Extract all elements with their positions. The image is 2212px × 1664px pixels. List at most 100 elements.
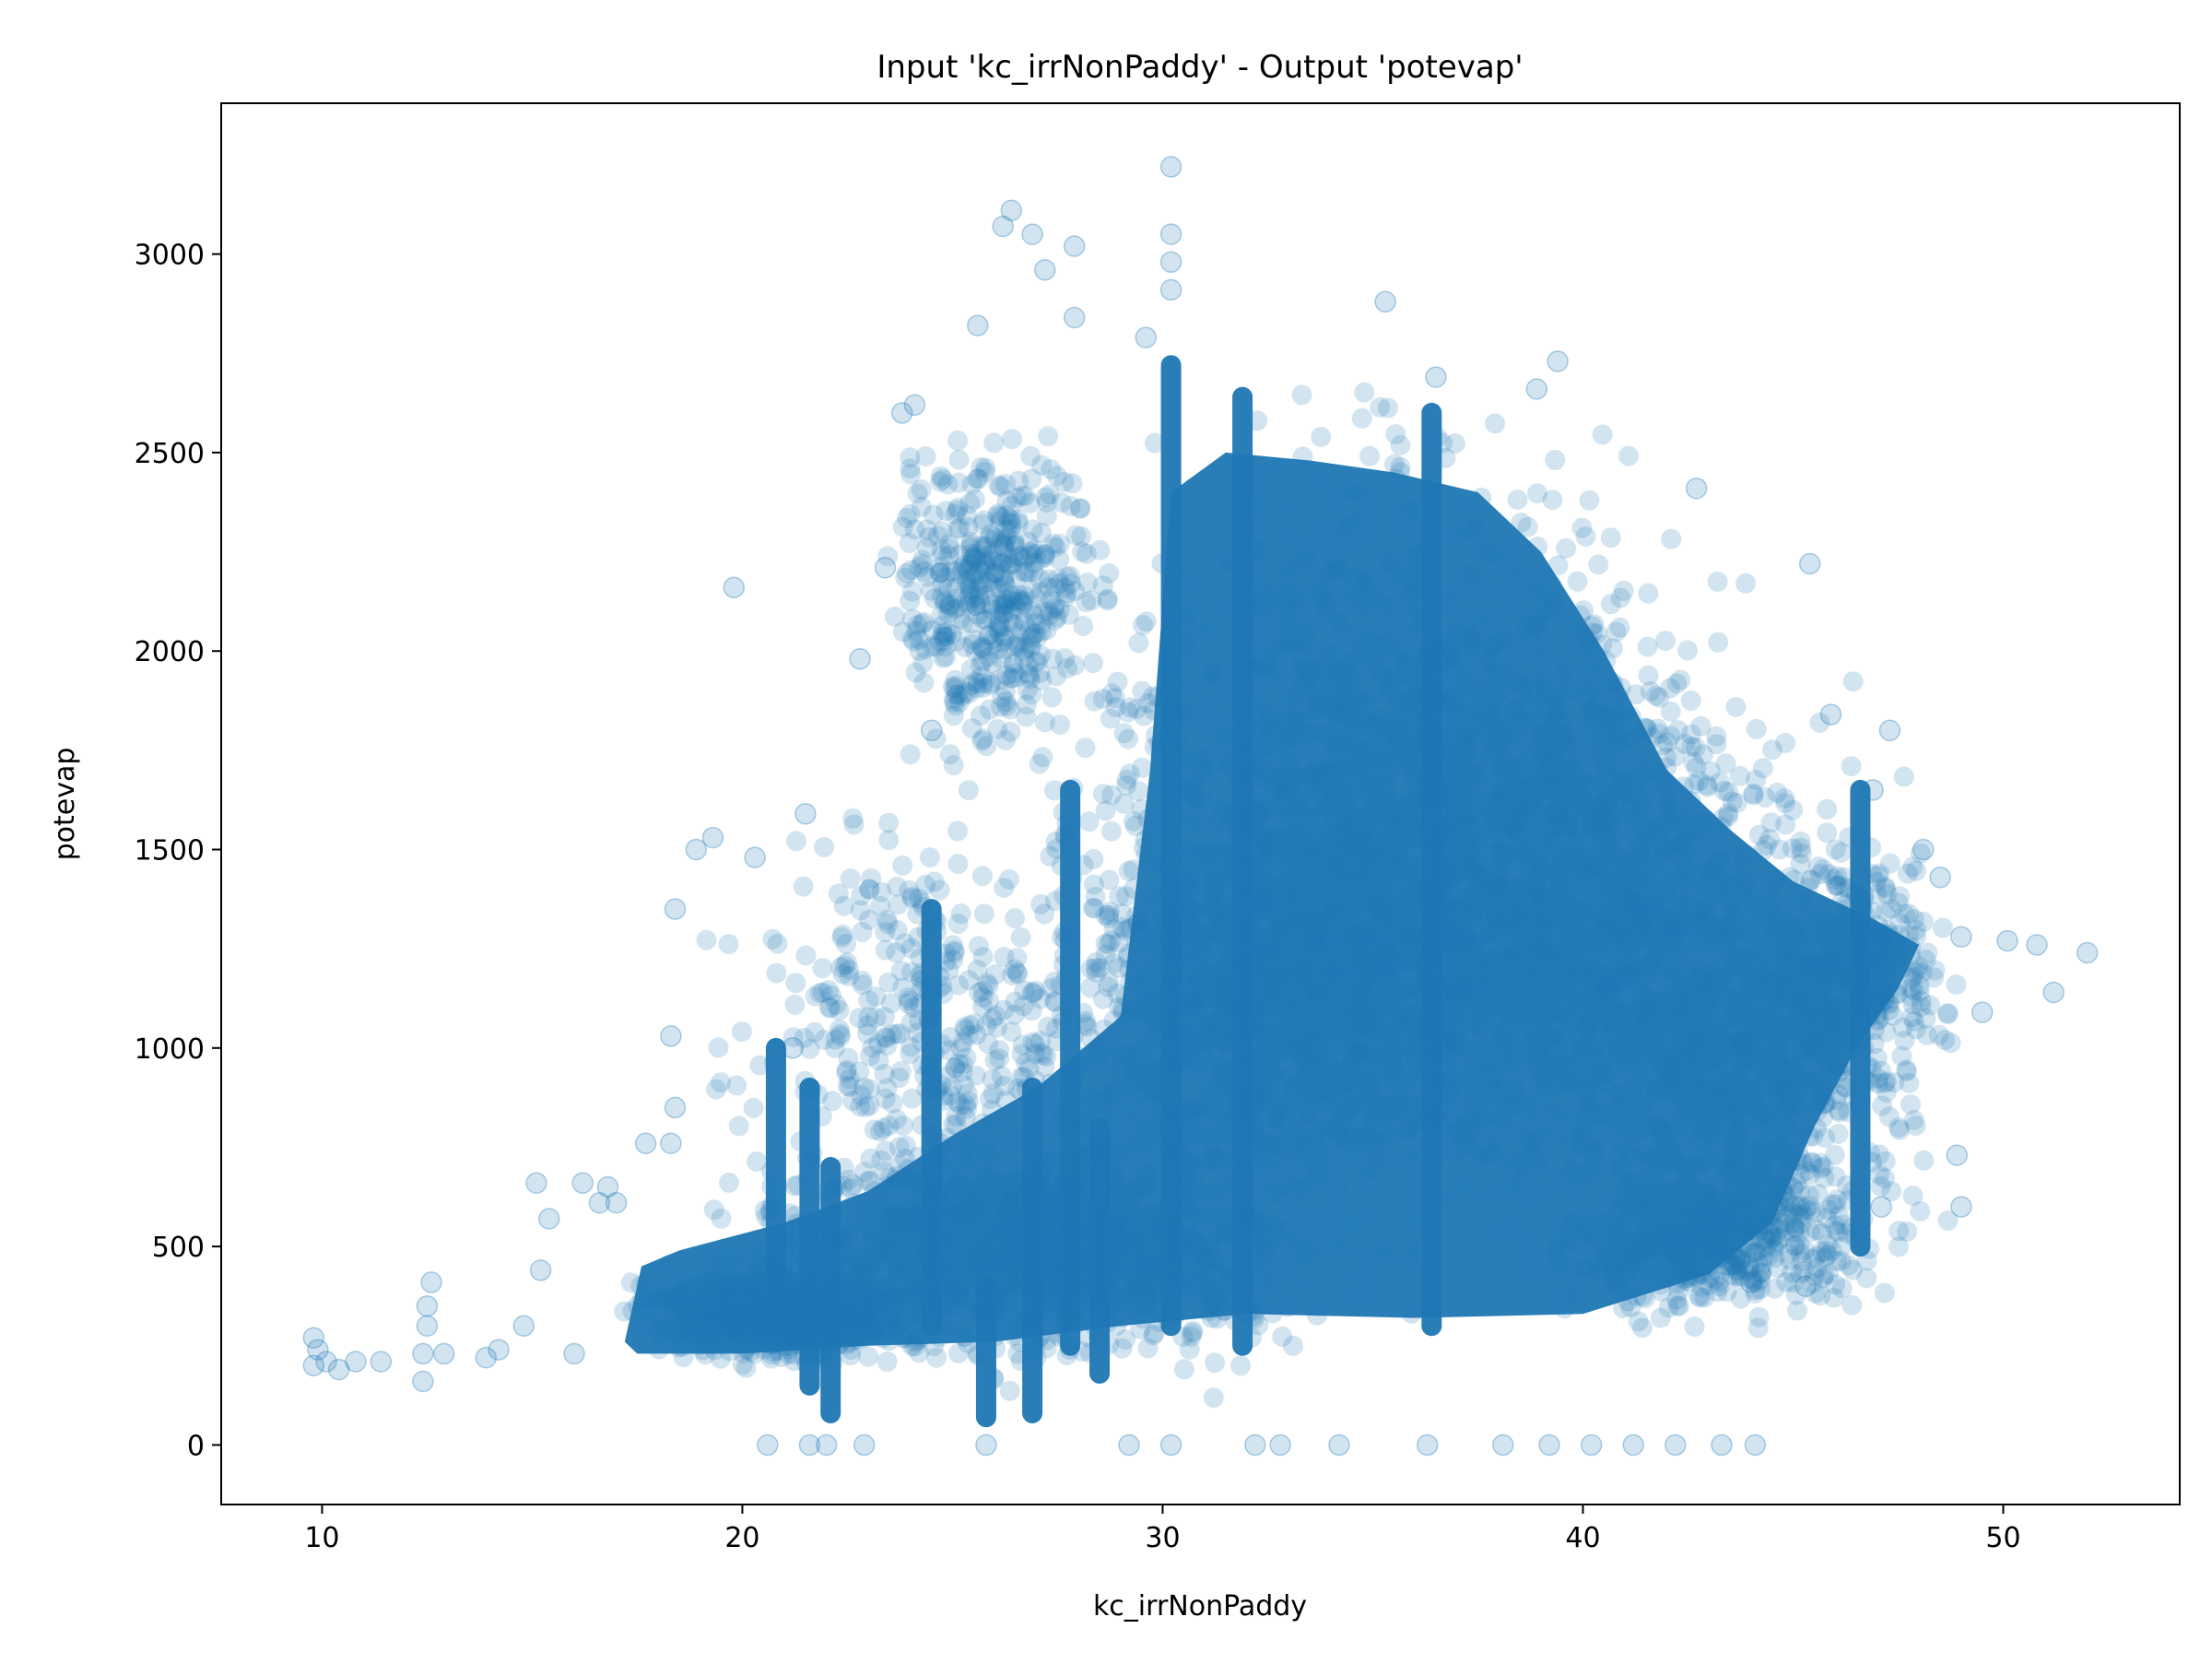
scatter-point (1681, 736, 1702, 757)
scatter-point (1383, 454, 1405, 475)
scatter-point (1044, 971, 1065, 992)
scatter-point (1095, 944, 1116, 965)
scatter-point (1825, 1194, 1846, 1215)
scatter-point (1014, 980, 1035, 1001)
scatter-point (1700, 761, 1721, 782)
scatter-point (1041, 977, 1062, 998)
scatter-point (1086, 951, 1107, 973)
scatter-point (1390, 435, 1411, 455)
scatter-point (1109, 932, 1129, 953)
scatter-point (1665, 746, 1686, 767)
scatter-point (1058, 604, 1079, 625)
scatter-point (1012, 1034, 1033, 1056)
scatter-point (1637, 636, 1658, 657)
scatter-point (1093, 784, 1113, 805)
scatter-point (1034, 1056, 1055, 1078)
scatter-point (1022, 982, 1042, 1003)
scatter-point (1708, 631, 1729, 653)
scatter-point (1100, 930, 1122, 951)
scatter-point (1083, 874, 1104, 895)
scatter-point (1040, 845, 1061, 867)
scatter-point (1653, 735, 1673, 756)
scatter-point (1783, 799, 1804, 820)
scatter-point (1655, 631, 1676, 652)
data-marks (302, 156, 2099, 1457)
scatter-point (1866, 871, 1888, 892)
scatter-point (1128, 632, 1149, 654)
scatter-point (1128, 781, 1149, 802)
scatter-point (989, 1048, 1010, 1069)
scatter-point (1100, 708, 1121, 729)
scatter-point (1606, 621, 1627, 643)
scatter-point (1680, 724, 1701, 745)
scatter-point (1120, 697, 1141, 718)
scatter-point (1080, 977, 1101, 998)
scatter-point (1098, 976, 1119, 997)
scatter-point (1507, 490, 1528, 510)
scatter-point (1830, 842, 1852, 863)
scatter-point (1841, 756, 1862, 777)
scatter-point (1081, 590, 1102, 611)
scatter-point (1118, 728, 1138, 749)
chart-title: Input 'kc_irrNonPaddy' - Output 'potevap… (877, 49, 1523, 86)
scatter-point (1100, 820, 1122, 842)
scatter-point (1683, 751, 1704, 773)
scatter-point (1746, 770, 1767, 791)
scatter-point (994, 947, 1015, 967)
scatter-point (1746, 718, 1767, 739)
scatter-point (1092, 689, 1113, 710)
scatter-point (1083, 849, 1104, 870)
scatter-point (1116, 769, 1137, 790)
scatter-point (1044, 780, 1065, 801)
scatter-point (1876, 1071, 1897, 1092)
scatter-point (1002, 964, 1022, 985)
scatter-point (1680, 690, 1701, 711)
scatter-point (1817, 822, 1838, 844)
scatter-point (1609, 617, 1630, 638)
scatter-point (1625, 684, 1646, 705)
scatter-point (1693, 744, 1713, 765)
scatter-point (1132, 680, 1153, 702)
scatter-point (1638, 583, 1659, 604)
scatter-point (1118, 860, 1139, 881)
scatter-point (1752, 758, 1773, 779)
scatter-point (1722, 791, 1743, 812)
scatter-point (901, 888, 923, 909)
scatter-point (1030, 988, 1051, 1009)
scatter-point (1103, 952, 1124, 974)
scatter-point (1041, 687, 1063, 708)
scatter-point (1715, 753, 1736, 774)
scatter-point (1025, 606, 1045, 627)
scatter-point (1050, 714, 1071, 736)
scatter-point (1667, 720, 1688, 741)
scatter-point (1117, 702, 1138, 723)
scatter-point (1875, 1168, 1895, 1189)
scatter-point (1112, 903, 1133, 925)
scatter-point (1813, 1156, 1834, 1177)
scatter-point (1099, 934, 1119, 955)
scatter-point (1092, 575, 1113, 596)
scatter-point (1592, 424, 1613, 445)
scatter-point (1600, 594, 1621, 615)
scatter-point (1713, 780, 1735, 801)
scatter-point (1114, 920, 1135, 941)
scatter-point (1790, 837, 1811, 858)
scatter-point (950, 903, 971, 925)
scatter-point (1571, 517, 1593, 538)
scatter-point (1351, 407, 1372, 429)
scatter-point (1095, 800, 1116, 821)
scatter-point (1600, 527, 1621, 549)
scatter-point (1084, 690, 1105, 712)
scatter-point (1390, 456, 1411, 478)
scatter-point (1697, 776, 1718, 797)
scatter-point (982, 1069, 1003, 1090)
scatter-point (1567, 571, 1588, 592)
scatter-point (1656, 732, 1677, 753)
scatter-point (1075, 738, 1096, 759)
scatter-point (1025, 980, 1046, 1001)
scatter-point (1123, 810, 1144, 832)
scatter-point (1697, 774, 1717, 796)
scatter-point (1377, 397, 1398, 419)
